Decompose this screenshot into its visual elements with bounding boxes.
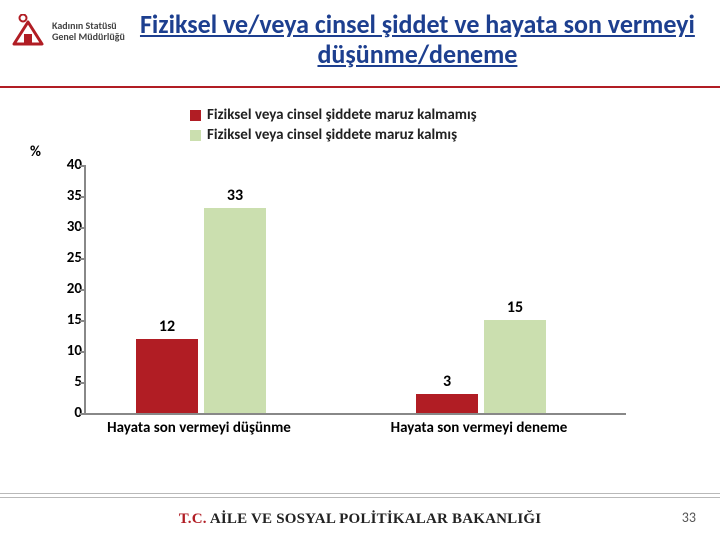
x-category-label: Hayata son vermeyi deneme <box>359 419 599 437</box>
y-tick-label: 20 <box>52 280 82 298</box>
legend-label: Fiziksel veya cinsel şiddete maruz kalmı… <box>207 126 457 144</box>
ministry-rest: AİLE VE SOSYAL POLİTİKALAR BAKANLIĞI <box>210 511 541 527</box>
legend-swatch <box>190 110 201 121</box>
ministry-prefix: T.C. <box>179 511 210 527</box>
legend: Fiziksel veya cinsel şiddete maruz kalma… <box>190 105 477 145</box>
y-tick-mark <box>80 196 86 198</box>
logo-line2: Genel Müdürlüğü <box>52 31 125 43</box>
footer-rule-2 <box>0 497 720 498</box>
slide: Kadının Statüsü Genel Müdürlüğü Fiziksel… <box>0 0 720 540</box>
y-tick-label: 35 <box>52 187 82 205</box>
legend-item: Fiziksel veya cinsel şiddete maruz kalmı… <box>190 125 477 145</box>
y-axis-label: % <box>30 143 41 161</box>
page-number: 33 <box>682 509 696 526</box>
legend-item: Fiziksel veya cinsel şiddete maruz kalma… <box>190 105 477 125</box>
legend-label: Fiziksel veya cinsel şiddete maruz kalma… <box>207 106 477 124</box>
bar: 3 <box>416 394 478 413</box>
y-tick-label: 25 <box>52 249 82 267</box>
y-tick-label: 10 <box>52 342 82 360</box>
logo-block: Kadının Statüsü Genel Müdürlüğü <box>10 14 125 48</box>
footer: T.C. AİLE VE SOSYAL POLİTİKALAR BAKANLIĞ… <box>0 509 720 528</box>
y-tick-label: 0 <box>52 404 82 422</box>
bar: 12 <box>136 339 198 413</box>
plot-area: 05101520253035401233315 <box>84 165 626 415</box>
bar: 33 <box>204 208 266 413</box>
x-category-label: Hayata son vermeyi düşünme <box>79 419 319 437</box>
y-tick-label: 30 <box>52 218 82 236</box>
y-tick-mark <box>80 258 86 260</box>
header-red-rule <box>0 86 720 88</box>
bar-value-label: 12 <box>136 317 198 336</box>
y-tick-mark <box>80 413 86 415</box>
ministry-logo-icon <box>10 14 46 48</box>
y-tick-mark <box>80 289 86 291</box>
bar-value-label: 33 <box>204 186 266 205</box>
y-tick-mark <box>80 165 86 167</box>
slide-title: Fiziksel ve/veya cinsel şiddet ve hayata… <box>125 10 710 70</box>
y-tick-mark <box>80 351 86 353</box>
header: Kadının Statüsü Genel Müdürlüğü Fiziksel… <box>0 0 720 88</box>
y-tick-label: 5 <box>52 373 82 391</box>
y-tick-mark <box>80 382 86 384</box>
bar-value-label: 15 <box>484 298 546 317</box>
y-tick-label: 40 <box>52 156 82 174</box>
y-tick-label: 15 <box>52 311 82 329</box>
y-tick-mark <box>80 227 86 229</box>
logo-text: Kadının Statüsü Genel Müdürlüğü <box>52 20 125 43</box>
y-tick-mark <box>80 320 86 322</box>
ministry-name: T.C. AİLE VE SOSYAL POLİTİKALAR BAKANLIĞ… <box>179 511 542 527</box>
bar-value-label: 3 <box>416 372 478 391</box>
bar-chart: Fiziksel veya cinsel şiddete maruz kalma… <box>60 105 640 465</box>
footer-rule-1 <box>0 493 720 494</box>
bar: 15 <box>484 320 546 413</box>
legend-swatch <box>190 130 201 141</box>
